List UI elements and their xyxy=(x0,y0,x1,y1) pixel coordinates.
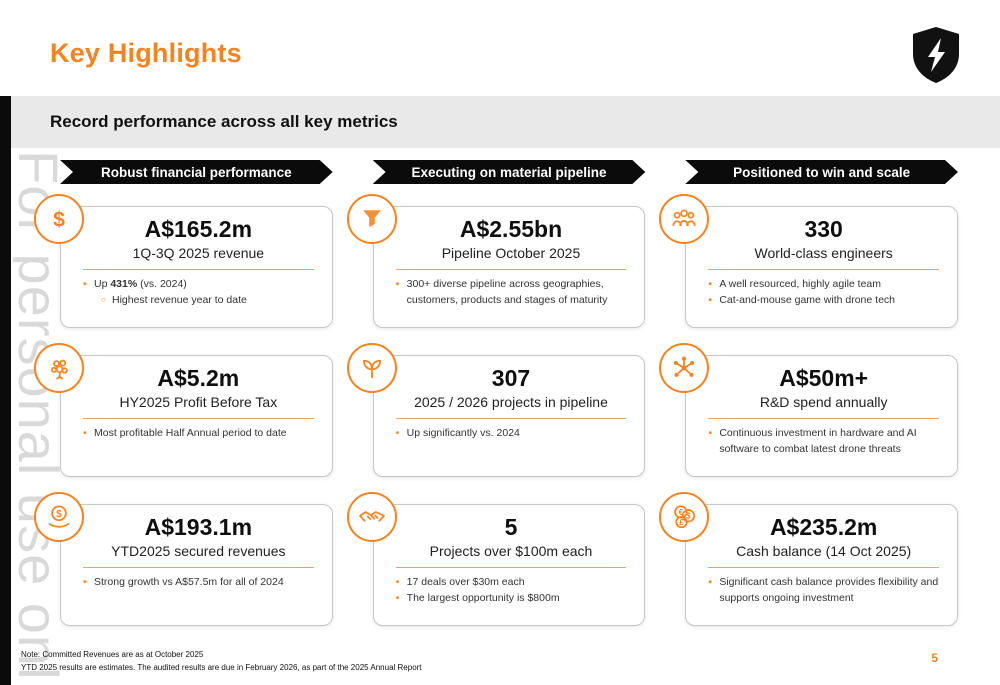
footnote-line-2: YTD 2025 results are estimates. The audi… xyxy=(21,663,422,673)
metric-value: A$50m+ xyxy=(779,365,869,391)
metric-label: Cash balance (14 Oct 2025) xyxy=(736,543,912,560)
svg-text:$: $ xyxy=(56,509,62,520)
metric-card-cash-balance: € $ £ A$235.2m Cash balance (14 Oct 2025… xyxy=(659,492,958,626)
metric-card-profit: A$5.2m HY2025 Profit Before Tax Most pro… xyxy=(34,343,333,477)
divider xyxy=(395,567,627,569)
column-financial-performance: Robust financial performance $ A$165.2m … xyxy=(34,160,333,651)
plant-growth-icon xyxy=(346,343,397,393)
metric-value: A$165.2m xyxy=(144,216,253,242)
metric-card-secured-revenues: $ A$193.1m YTD2025 secured revenues Stro… xyxy=(34,492,333,626)
hand-coin-icon: $ xyxy=(34,492,84,542)
dollar-sign-icon: $ xyxy=(34,194,84,244)
metric-label: 2025 / 2026 projects in pipeline xyxy=(414,394,608,411)
metric-value: A$193.1m xyxy=(144,514,253,540)
divider xyxy=(395,269,627,271)
metric-value: A$235.2m xyxy=(769,514,878,540)
metric-value: A$2.55bn xyxy=(459,216,563,242)
banner-label: Robust financial performance xyxy=(101,164,292,180)
bullet-item: 300+ diverse pipeline across geographies… xyxy=(394,277,633,307)
handshake-icon xyxy=(346,492,397,542)
page-number: 5 xyxy=(931,651,938,665)
column-win-and-scale: Positioned to win and scale 330 World-cl… xyxy=(659,160,958,651)
column-banner: Robust financial performance xyxy=(60,160,333,184)
bullet-item: The largest opportunity is $800m xyxy=(394,591,633,606)
divider xyxy=(708,269,939,271)
network-icon xyxy=(659,343,710,393)
metric-card-rd-spend: A$50m+ R&D spend annually Continuous inv… xyxy=(659,343,958,477)
left-edge-bar xyxy=(0,96,11,685)
slide-subtitle: Record performance across all key metric… xyxy=(50,112,398,131)
bullet-item: Continuous investment in hardware and AI… xyxy=(706,426,945,456)
metric-label: World-class engineers xyxy=(754,245,893,262)
divider xyxy=(83,418,314,420)
metric-card-large-projects: 5 Projects over $100m each 17 deals over… xyxy=(346,492,646,626)
column-banner: Positioned to win and scale xyxy=(685,160,958,184)
metric-label: R&D spend annually xyxy=(759,394,888,411)
bullet-item: Up 431% (vs. 2024) xyxy=(81,277,320,292)
divider xyxy=(708,567,939,569)
divider xyxy=(708,418,939,420)
svg-text:£: £ xyxy=(680,518,685,527)
metric-value: 307 xyxy=(491,365,531,391)
bullet-item: Cat-and-mouse game with drone tech xyxy=(706,293,945,308)
metric-card-engineers: 330 World-class engineers A well resourc… xyxy=(659,194,958,328)
funnel-icon xyxy=(346,194,397,244)
metric-label: YTD2025 secured revenues xyxy=(111,543,286,560)
sub-bullet-item: Highest revenue year to date xyxy=(99,293,320,308)
metric-label: Pipeline October 2025 xyxy=(441,245,581,262)
divider xyxy=(395,418,627,420)
divider xyxy=(83,567,314,569)
footnote: Note: Committed Revenues are as at Octob… xyxy=(21,649,422,675)
content-grid: Robust financial performance $ A$165.2m … xyxy=(11,148,1000,651)
team-icon xyxy=(659,194,710,244)
footnote-line-1: Note: Committed Revenues are as at Octob… xyxy=(21,650,204,660)
bullet-item: Up significantly vs. 2024 xyxy=(394,426,633,441)
subheader-band: Record performance across all key metric… xyxy=(11,96,1000,148)
metric-value: 5 xyxy=(504,514,518,540)
metric-card-revenue: $ A$165.2m 1Q-3Q 2025 revenue Up 431% (v… xyxy=(34,194,333,328)
svg-text:$: $ xyxy=(53,208,65,232)
column-banner: Executing on material pipeline xyxy=(373,160,646,184)
svg-text:$: $ xyxy=(686,512,691,521)
page-title: Key Highlights xyxy=(50,38,242,68)
profit-icon xyxy=(34,343,84,393)
bullet-item: Most profitable Half Annual period to da… xyxy=(81,426,320,441)
bullet-item: Significant cash balance provides flexib… xyxy=(706,575,945,605)
droneshield-shield-logo xyxy=(913,27,959,83)
banner-label: Executing on material pipeline xyxy=(411,164,607,180)
metric-label: Projects over $100m each xyxy=(429,543,593,560)
bullet-item: 17 deals over $30m each xyxy=(394,575,633,590)
metric-card-pipeline: A$2.55bn Pipeline October 2025 300+ dive… xyxy=(346,194,646,328)
divider xyxy=(83,269,314,271)
svg-text:€: € xyxy=(679,508,684,517)
metric-card-projects: 307 2025 / 2026 projects in pipeline Up … xyxy=(346,343,646,477)
banner-label: Positioned to win and scale xyxy=(733,164,911,180)
slide-header: Key Highlights xyxy=(0,0,1000,96)
bullet-item: A well resourced, highly agile team xyxy=(706,277,945,292)
bullet-item: Strong growth vs A$57.5m for all of 2024 xyxy=(81,575,320,590)
metric-label: 1Q-3Q 2025 revenue xyxy=(132,245,265,262)
metric-value: 330 xyxy=(804,216,843,242)
metric-value: A$5.2m xyxy=(157,365,240,391)
coins-icon: € $ £ xyxy=(659,492,710,542)
column-material-pipeline: Executing on material pipeline A$2.55bn … xyxy=(346,160,646,651)
metric-label: HY2025 Profit Before Tax xyxy=(119,394,278,411)
